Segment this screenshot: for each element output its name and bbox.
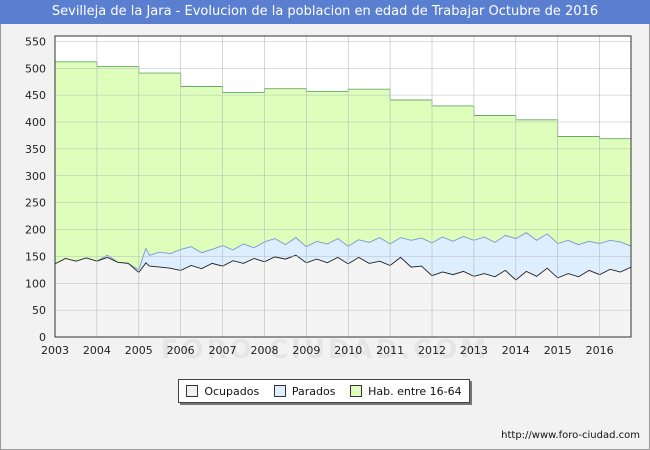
legend-swatch-habitantes bbox=[350, 385, 363, 397]
legend-label-parados: Parados bbox=[291, 384, 336, 398]
y-tick-label-300: 300 bbox=[25, 170, 46, 183]
y-tick-label-400: 400 bbox=[25, 116, 46, 129]
legend-label-ocupados: Ocupados bbox=[204, 384, 260, 398]
x-tick-label-2013: 2013 bbox=[460, 344, 488, 357]
y-tick-label-150: 150 bbox=[25, 250, 46, 263]
legend-swatch-ocupados bbox=[186, 385, 199, 397]
y-tick-label-250: 250 bbox=[25, 197, 46, 210]
chart-title: Sevilleja de la Jara - Evolucion de la p… bbox=[0, 0, 650, 24]
legend-item-habitantes: Hab. entre 16-64 bbox=[350, 385, 462, 398]
y-tick-label-0: 0 bbox=[39, 331, 46, 344]
legend-swatch-parados bbox=[273, 385, 286, 397]
x-tick-label-2004: 2004 bbox=[83, 344, 111, 357]
y-tick-label-100: 100 bbox=[25, 277, 46, 290]
x-tick-label-2010: 2010 bbox=[334, 344, 362, 357]
x-tick-label-2014: 2014 bbox=[502, 344, 530, 357]
area-ocupados bbox=[55, 255, 631, 337]
plot-border bbox=[54, 35, 632, 338]
x-tick-label-2016: 2016 bbox=[586, 344, 614, 357]
source-link[interactable]: http://www.foro-ciudad.com bbox=[501, 430, 640, 441]
x-tick-label-2007: 2007 bbox=[209, 344, 237, 357]
x-tick-label-2006: 2006 bbox=[167, 344, 195, 357]
y-tick-label-200: 200 bbox=[25, 224, 46, 237]
x-tick-label-2005: 2005 bbox=[125, 344, 153, 357]
chart-legend: Ocupados Parados Hab. entre 16-64 bbox=[178, 379, 470, 403]
legend-item-parados: Parados bbox=[273, 384, 336, 398]
watermark: FORO-CIUDAD.COM bbox=[160, 335, 490, 365]
y-tick-label-450: 450 bbox=[25, 89, 46, 102]
x-tick-label-2011: 2011 bbox=[376, 344, 404, 357]
y-tick-label-550: 550 bbox=[25, 35, 46, 48]
x-tick-label-2008: 2008 bbox=[250, 344, 278, 357]
legend-label-habitantes: Hab. entre 16-64 bbox=[368, 384, 462, 398]
x-tick-label-2012: 2012 bbox=[418, 344, 446, 357]
y-tick-label-500: 500 bbox=[25, 62, 46, 75]
x-tick-label-2015: 2015 bbox=[544, 344, 572, 357]
x-tick-label-2009: 2009 bbox=[292, 344, 320, 357]
line-ocupados bbox=[54, 254, 632, 281]
line-parados bbox=[54, 232, 632, 271]
legend-item-ocupados: Ocupados bbox=[186, 385, 259, 398]
y-tick-label-350: 350 bbox=[25, 143, 46, 156]
x-tick-label-2003: 2003 bbox=[41, 344, 69, 357]
y-tick-label-50: 50 bbox=[32, 304, 46, 317]
